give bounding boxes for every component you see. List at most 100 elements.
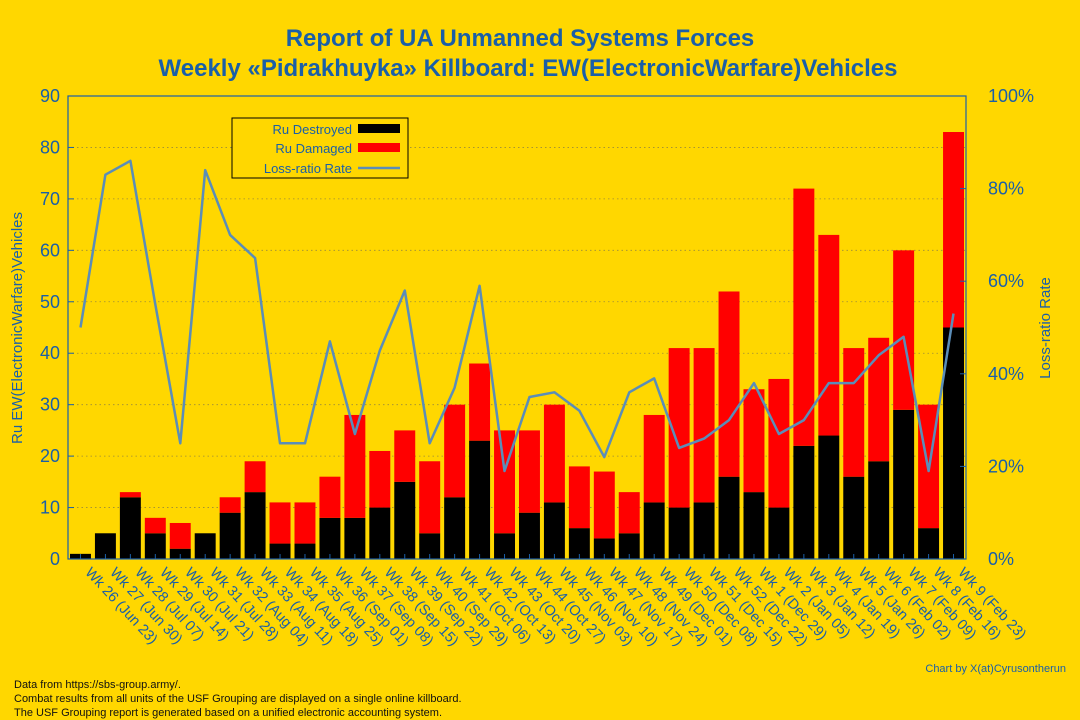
bar-destroyed bbox=[518, 512, 540, 559]
y-tick-label: 50 bbox=[40, 292, 60, 312]
bar-damaged bbox=[893, 250, 915, 410]
bar-damaged bbox=[543, 404, 565, 503]
bar-destroyed bbox=[394, 481, 416, 559]
bar-damaged bbox=[643, 414, 665, 503]
bar-destroyed bbox=[169, 548, 191, 559]
legend-label-ratio: Loss-ratio Rate bbox=[264, 161, 352, 176]
bar-destroyed bbox=[294, 543, 316, 559]
bar-damaged bbox=[668, 348, 690, 508]
bar-destroyed bbox=[718, 476, 740, 559]
legend-swatch-damaged bbox=[358, 143, 400, 152]
bar-destroyed bbox=[693, 502, 715, 559]
bar-destroyed bbox=[743, 492, 765, 559]
bar-damaged bbox=[219, 497, 241, 513]
bar-damaged bbox=[119, 492, 141, 498]
legend-label-damaged: Ru Damaged bbox=[275, 141, 352, 156]
chart-title-line1: Report of UA Unmanned Systems Forces bbox=[286, 25, 755, 52]
bar-damaged bbox=[818, 234, 840, 436]
y-tick-label: 90 bbox=[40, 86, 60, 106]
x-axis-ticks: Wk 26 (Jun 23)Wk 27 (Jun 30)Wk 28 (Jul 0… bbox=[79, 554, 1029, 649]
bar-damaged bbox=[743, 389, 765, 493]
bar-destroyed bbox=[494, 533, 516, 559]
y2-tick-label: 80% bbox=[988, 179, 1024, 199]
bar-destroyed bbox=[818, 435, 840, 559]
bar-damaged bbox=[244, 461, 266, 493]
bar-damaged bbox=[419, 461, 441, 534]
y-axis-ticks: 0 10 20 30 40 50 60 70 80 90 bbox=[40, 86, 74, 569]
bar-damaged bbox=[768, 378, 790, 508]
bar-destroyed bbox=[119, 497, 141, 559]
bar-destroyed bbox=[793, 445, 815, 559]
y-tick-label: 60 bbox=[40, 240, 60, 260]
bar-destroyed bbox=[469, 440, 491, 559]
bar-damaged bbox=[394, 430, 416, 482]
bar-damaged bbox=[868, 337, 890, 462]
bar-destroyed bbox=[893, 409, 915, 559]
y-axis-label: Ru EW(ElectronicWarfare)Vehicles bbox=[9, 212, 26, 444]
bar-damaged bbox=[718, 291, 740, 477]
loss-ratio-line bbox=[79, 159, 955, 473]
bar-damaged bbox=[294, 502, 316, 544]
y-tick-label: 0 bbox=[50, 549, 60, 569]
bar-destroyed bbox=[244, 492, 266, 559]
legend-label-destroyed: Ru Destroyed bbox=[273, 122, 352, 137]
bar-destroyed bbox=[419, 533, 441, 559]
bar-destroyed bbox=[593, 538, 615, 559]
bar-destroyed bbox=[943, 327, 965, 559]
y-tick-label: 40 bbox=[40, 343, 60, 363]
legend: Ru Destroyed Ru Damaged Loss-ratio Rate bbox=[231, 117, 409, 179]
y-tick-label: 20 bbox=[40, 446, 60, 466]
footer-notes: Data from https://sbs-group.army/. Comba… bbox=[14, 678, 462, 720]
footer-line: Combat results from all units of the USF… bbox=[14, 693, 462, 705]
footer-line: The USF Grouping report is generated bas… bbox=[14, 707, 443, 719]
bar-destroyed bbox=[94, 533, 116, 559]
bar-destroyed bbox=[194, 533, 216, 559]
y2-axis-label: Loss-ratio Rate bbox=[1037, 277, 1054, 379]
bar-destroyed bbox=[843, 476, 865, 559]
loss-ratio-polyline bbox=[79, 159, 955, 473]
footer-line: Data from https://sbs-group.army/. bbox=[14, 679, 181, 691]
y2-tick-label: 100% bbox=[988, 86, 1034, 106]
bar-destroyed bbox=[344, 517, 366, 559]
bar-damaged bbox=[943, 132, 965, 328]
bars bbox=[69, 132, 965, 559]
bar-destroyed bbox=[144, 533, 166, 559]
y2-tick-label: 40% bbox=[988, 364, 1024, 384]
chart-title-line2: Weekly «Pidrakhuyka» Killboard: EW(Elect… bbox=[159, 55, 898, 82]
bar-damaged bbox=[344, 414, 366, 518]
y2-axis-ticks: 0% 20% 40% 60% 80% 100% bbox=[960, 86, 1034, 569]
y2-tick-label: 60% bbox=[988, 271, 1024, 291]
bar-damaged bbox=[518, 430, 540, 513]
bar-destroyed bbox=[618, 533, 640, 559]
y2-tick-label: 0% bbox=[988, 549, 1014, 569]
bar-destroyed bbox=[668, 507, 690, 559]
chart-credit: Chart by X(at)Cyrusontherun bbox=[925, 663, 1066, 675]
bar-damaged bbox=[793, 188, 815, 446]
bar-damaged bbox=[618, 492, 640, 534]
bar-damaged bbox=[593, 471, 615, 539]
bar-damaged bbox=[144, 517, 166, 534]
bar-damaged bbox=[469, 363, 491, 441]
bar-damaged bbox=[169, 522, 191, 549]
gridlines bbox=[68, 147, 966, 508]
legend-swatch-destroyed bbox=[358, 124, 400, 133]
y-tick-label: 10 bbox=[40, 498, 60, 518]
y-tick-label: 70 bbox=[40, 189, 60, 209]
bar-destroyed bbox=[444, 497, 466, 559]
bar-destroyed bbox=[868, 461, 890, 559]
bar-destroyed bbox=[369, 507, 391, 559]
bar-damaged bbox=[693, 348, 715, 503]
bar-destroyed bbox=[219, 512, 241, 559]
bar-damaged bbox=[444, 404, 466, 498]
y-tick-label: 30 bbox=[40, 395, 60, 415]
bar-destroyed bbox=[269, 543, 291, 559]
bar-damaged bbox=[568, 466, 590, 529]
bar-destroyed bbox=[319, 517, 341, 559]
plot-frame bbox=[67, 95, 967, 560]
bar-destroyed bbox=[918, 528, 940, 559]
bar-damaged bbox=[843, 348, 865, 477]
bar-damaged bbox=[269, 502, 291, 544]
bar-damaged bbox=[369, 450, 391, 508]
bar-damaged bbox=[319, 476, 341, 518]
